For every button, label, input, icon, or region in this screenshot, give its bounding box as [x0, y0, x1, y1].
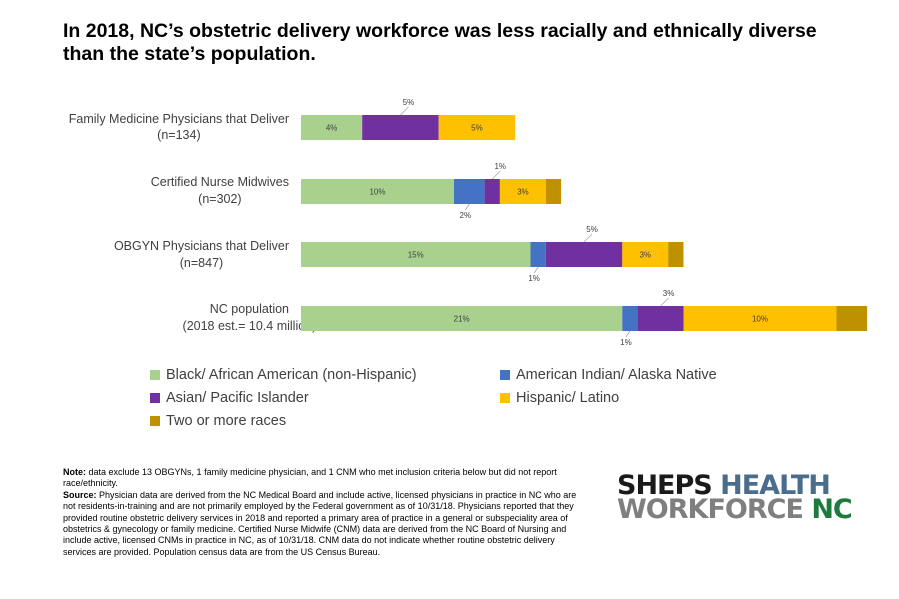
- legend-label: Asian/ Pacific Islander: [166, 390, 309, 406]
- legend-item: Asian/ Pacific Islander: [150, 390, 309, 406]
- legend-swatch: [150, 393, 160, 403]
- data-label: 1%: [528, 274, 540, 283]
- bar-segment: [545, 242, 623, 267]
- source-text: Physician data are derived from the NC M…: [63, 489, 577, 557]
- callout-line: [583, 233, 593, 243]
- legend-swatch: [150, 370, 160, 380]
- category-label: (2018 est.= 10.4 million): [183, 319, 317, 333]
- bar-segment: [454, 179, 485, 204]
- data-label: 21%: [454, 315, 470, 324]
- note-heading: Note:: [63, 467, 86, 477]
- logo-word-nc: NC: [811, 494, 852, 525]
- category-label: NC population: [210, 302, 289, 316]
- category-label: (n=134): [157, 128, 200, 142]
- bar-segment: [499, 179, 546, 204]
- stacked-bar-chart: Family Medicine Physicians that Deliver (…: [69, 98, 868, 347]
- bar-segment: [545, 179, 562, 204]
- bar-segment: [301, 306, 623, 331]
- bar-segment: [301, 115, 363, 140]
- bar-segment: [301, 242, 531, 267]
- data-label: 3%: [517, 188, 529, 197]
- sheps-logo: SHEPS HEALTH WORKFORCE NC: [617, 472, 877, 525]
- data-label: 10%: [369, 188, 385, 197]
- logo-word-health: HEALTH: [720, 470, 831, 501]
- legend-swatch: [150, 416, 160, 426]
- bar-segment: [530, 242, 546, 267]
- legend-swatch: [500, 393, 510, 403]
- category-label: (n=302): [198, 192, 241, 206]
- data-label: 3%: [663, 289, 675, 298]
- legend-item: Two or more races: [150, 413, 286, 429]
- bar-segment: [836, 306, 868, 331]
- bar-segment: [301, 179, 454, 204]
- data-label: 1%: [494, 162, 506, 171]
- legend-label: Two or more races: [166, 413, 287, 429]
- data-label: 5%: [403, 98, 415, 107]
- data-label: 15%: [408, 251, 424, 260]
- data-label: 5%: [586, 225, 598, 234]
- chart-title: In 2018, NC’s obstetric delivery workfor…: [63, 20, 817, 65]
- bar-segment: [362, 115, 439, 140]
- bar-segment: [484, 179, 500, 204]
- bar-segment: [622, 242, 669, 267]
- category-label: Family Medicine Physicians that Deliver: [69, 112, 289, 126]
- source-heading: Source:: [63, 489, 97, 500]
- legend-item: Black/ African American (non-Hispanic): [150, 367, 417, 383]
- bar-segment: [683, 306, 837, 331]
- callout-line: [464, 203, 470, 211]
- category-label: (n=847): [180, 256, 223, 270]
- callout-line: [660, 297, 669, 307]
- category-label: OBGYN Physicians that Deliver: [114, 239, 289, 253]
- data-label: 10%: [752, 315, 768, 324]
- bar-segment: [668, 242, 684, 267]
- legend-label: Black/ African American (non-Hispanic): [166, 367, 417, 383]
- note-text: data exclude 13 OBGYNs, 1 family medicin…: [63, 467, 557, 489]
- bar-segment: [622, 306, 638, 331]
- category-label: Certified Nurse Midwives: [151, 175, 289, 189]
- data-label: 1%: [620, 338, 632, 347]
- logo-word-sheps: SHEPS: [617, 470, 713, 501]
- bar-segment: [438, 115, 516, 140]
- data-label: 5%: [471, 124, 483, 133]
- legend-item: Hispanic/ Latino: [500, 390, 619, 406]
- legend-swatch: [500, 370, 510, 380]
- data-label: 4%: [326, 124, 338, 133]
- callout-line: [533, 266, 539, 274]
- legend-label: American Indian/ Alaska Native: [516, 367, 717, 383]
- bar-segment: [637, 306, 684, 331]
- legend-label: Hispanic/ Latino: [516, 390, 620, 406]
- data-label: 2%: [460, 211, 472, 220]
- callout-line: [491, 170, 501, 180]
- logo-word-workforce: WORKFORCE: [617, 494, 804, 525]
- callout-line: [400, 106, 409, 116]
- legend-item: American Indian/ Alaska Native: [500, 367, 717, 383]
- data-label: 3%: [639, 251, 651, 260]
- footnote: Note: data exclude 13 OBGYNs, 1 family m…: [63, 467, 583, 558]
- callout-line: [625, 330, 631, 338]
